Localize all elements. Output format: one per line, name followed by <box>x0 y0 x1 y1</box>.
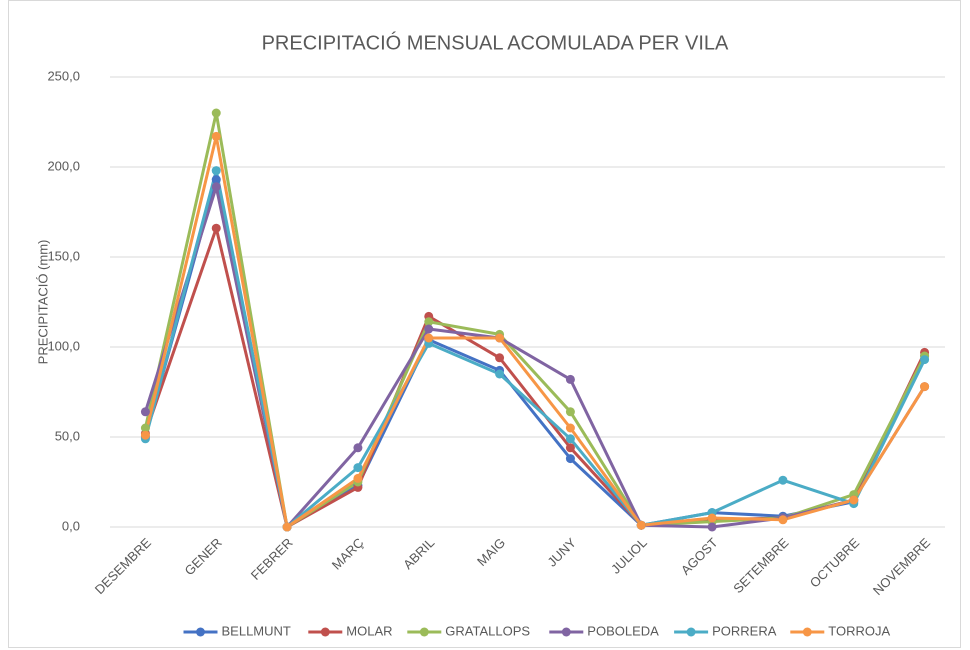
data-point <box>565 423 575 433</box>
data-point <box>495 369 505 379</box>
data-point <box>920 355 930 365</box>
data-point <box>565 443 575 453</box>
data-point <box>565 454 575 464</box>
y-tick-label: 100,0 <box>47 338 80 353</box>
data-point <box>495 353 505 363</box>
data-point <box>778 515 788 525</box>
y-tick-label: 50,0 <box>55 428 80 443</box>
y-tick-label: 250,0 <box>47 68 80 83</box>
data-point <box>353 463 363 473</box>
series-line <box>143 134 926 529</box>
data-point <box>849 495 859 505</box>
data-point <box>920 382 930 392</box>
legend-label: POBOLEDA <box>587 623 659 638</box>
data-point <box>282 522 292 532</box>
data-point <box>211 166 221 176</box>
legend-marker <box>802 627 812 637</box>
data-point <box>636 520 646 530</box>
data-point <box>565 407 575 417</box>
legend-label: TORROJA <box>828 623 890 638</box>
data-point <box>707 522 717 532</box>
data-point <box>140 407 150 417</box>
legend-marker <box>561 627 571 637</box>
legend-marker <box>686 627 696 637</box>
legend-label: GRATALLOPS <box>445 623 530 638</box>
y-tick-label: 150,0 <box>47 248 80 263</box>
legend-marker <box>196 627 205 637</box>
data-point <box>211 131 221 141</box>
y-tick-label: 0,0 <box>62 518 80 533</box>
legend-label: PORRERA <box>712 623 777 638</box>
data-point <box>565 374 575 384</box>
legend-marker <box>419 627 429 637</box>
data-point <box>140 423 150 433</box>
data-point <box>211 175 221 185</box>
chart-border <box>8 0 961 648</box>
data-point <box>211 223 221 233</box>
data-point <box>424 333 434 343</box>
data-point <box>565 434 575 444</box>
legend-marker <box>320 627 330 637</box>
legend-label: MOLAR <box>346 623 392 638</box>
data-point <box>211 108 221 118</box>
data-point <box>424 324 434 334</box>
y-tick-label: 200,0 <box>47 158 80 173</box>
data-point <box>140 430 150 440</box>
data-point <box>353 473 363 483</box>
legend-label: BELLMUNT <box>222 623 291 638</box>
data-point <box>211 182 221 192</box>
data-point <box>707 513 717 523</box>
chart-title: PRECIPITACIÓ MENSUAL ACOMULADA PER VILA <box>262 31 729 54</box>
data-point <box>778 475 788 485</box>
y-axis-title: PRECIPITACIÓ (mm) <box>35 240 50 365</box>
data-point <box>424 317 434 327</box>
data-point <box>495 333 505 343</box>
data-point <box>353 443 363 453</box>
